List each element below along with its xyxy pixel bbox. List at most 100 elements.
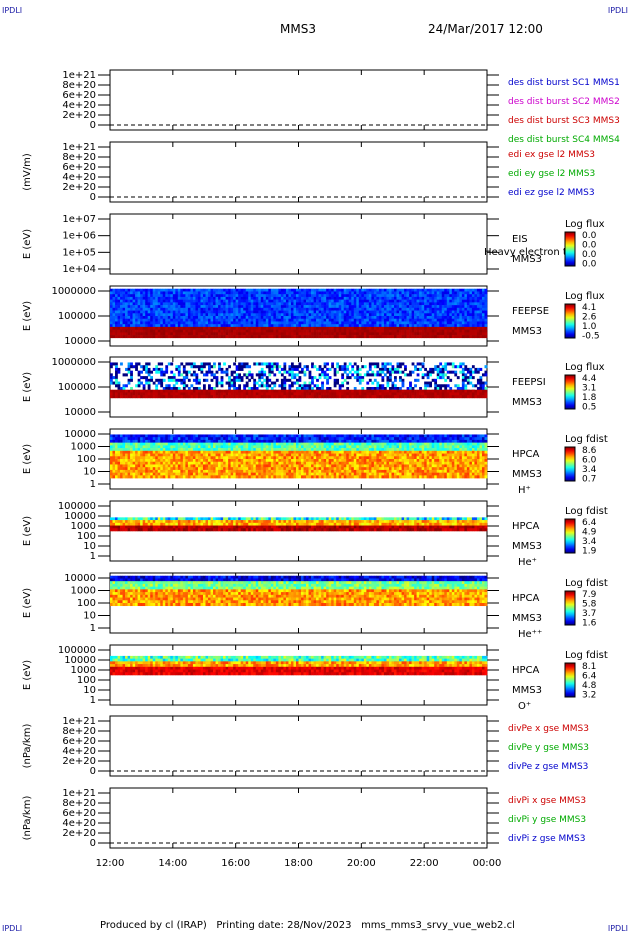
spec-cell: [376, 291, 380, 295]
spec-cell: [157, 381, 161, 385]
spec-cell: [331, 288, 334, 292]
spec-cell: [321, 310, 324, 314]
spec-cell: [321, 384, 324, 388]
spec-cell: [225, 294, 229, 298]
spec-cell: [187, 310, 191, 314]
spec-cell: [466, 294, 470, 298]
spec-cell: [140, 439, 143, 443]
spec-cell: [170, 376, 174, 380]
spec-cell: [313, 313, 317, 317]
spec-cell: [225, 307, 229, 311]
y-tick-label: 10000: [64, 429, 96, 440]
spec-cell: [426, 332, 430, 336]
spec-cell: [394, 313, 397, 317]
spec-cell: [454, 329, 458, 333]
spec-cell: [409, 305, 412, 309]
spec-cell: [343, 318, 347, 322]
spec-cell: [333, 332, 337, 336]
spec-cell: [456, 392, 460, 396]
spec-cell: [235, 376, 239, 380]
spec-cell: [180, 302, 184, 306]
spec-cell: [258, 321, 262, 325]
spec-cell: [215, 294, 219, 298]
spec-cell: [451, 310, 455, 314]
spec-cell: [132, 448, 136, 452]
spec-cell: [446, 318, 450, 322]
scale-tick-label: 0.5: [582, 403, 596, 413]
spec-cell: [268, 389, 272, 393]
spec-cell: [202, 392, 206, 396]
spec-cell: [391, 291, 395, 295]
spec-cell: [378, 294, 382, 298]
spec-cell: [419, 313, 422, 317]
spec-cell: [471, 307, 475, 311]
spec-cell: [140, 305, 143, 309]
spec-cell: [341, 316, 345, 320]
spec-cell: [321, 291, 324, 295]
spec-cell: [446, 326, 450, 330]
spec-cell: [218, 367, 221, 371]
spec-cell: [293, 296, 297, 300]
spec-cell: [213, 324, 216, 328]
spec-cell: [326, 387, 329, 391]
spec-cell: [263, 434, 267, 438]
spec-cell: [150, 332, 154, 336]
spec-cell: [150, 335, 154, 339]
spec-cell: [278, 299, 282, 303]
spec-cell: [140, 307, 143, 311]
spec-cell: [461, 294, 465, 298]
spec-cell: [404, 437, 407, 441]
spec-cell: [326, 367, 329, 371]
spec-cell: [461, 326, 465, 330]
spec-cell: [313, 302, 317, 306]
spec-cell: [250, 439, 254, 443]
spec-cell: [165, 392, 169, 396]
spec-cell: [338, 392, 342, 396]
spec-cell: [288, 332, 292, 336]
spec-cell: [288, 387, 292, 391]
spec-cell: [479, 294, 483, 298]
spec-cell: [223, 307, 226, 311]
spec-cell: [426, 335, 430, 339]
spec-cell: [110, 395, 113, 399]
spec-cell: [333, 294, 337, 298]
spec-cell: [182, 296, 186, 300]
spec-cell: [127, 332, 131, 336]
spec-cell: [338, 316, 342, 320]
spec-cell: [431, 313, 435, 317]
spec-cell: [177, 389, 181, 393]
spec-cell: [351, 434, 355, 438]
spec-cell: [431, 332, 435, 336]
spec-cell: [152, 291, 156, 295]
spec-cell: [253, 302, 257, 306]
spec-cell: [157, 395, 161, 399]
spec-cell: [268, 316, 272, 320]
spec-cell: [336, 329, 340, 333]
spec-cell: [376, 362, 380, 366]
spec-cell: [273, 299, 277, 303]
spec-cell: [223, 370, 226, 374]
spec-cell: [316, 329, 319, 333]
spec-cell: [464, 392, 468, 396]
spec-cell: [165, 307, 169, 311]
spec-cell: [235, 392, 239, 396]
spec-cell: [280, 307, 284, 311]
spec-cell: [303, 335, 307, 339]
spec-cell: [213, 318, 216, 322]
spec-cell: [376, 294, 380, 298]
spec-cell: [288, 378, 292, 382]
spec-cell: [401, 362, 405, 366]
spec-cell: [466, 367, 470, 371]
spec-cell: [283, 335, 287, 339]
spec-cell: [353, 305, 357, 309]
spec-cell: [135, 313, 138, 317]
y-axis-label: E (eV): [22, 229, 33, 259]
spec-cell: [316, 318, 319, 322]
spec-cell: [414, 305, 417, 309]
spec-cell: [469, 324, 473, 328]
spec-cell: [481, 384, 485, 388]
spec-cell: [328, 302, 332, 306]
spec-cell: [115, 318, 118, 322]
spec-cell: [383, 389, 387, 393]
spec-cell: [270, 291, 274, 295]
